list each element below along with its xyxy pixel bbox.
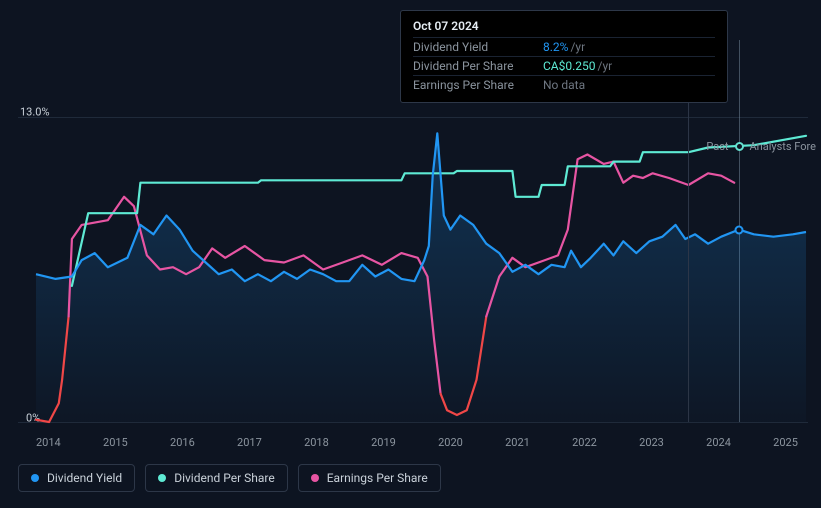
forecast-legend: Past Analysts Fore xyxy=(706,140,816,153)
tooltip-row-value: CA$0.250 xyxy=(543,59,596,73)
x-axis-tick: 2019 xyxy=(371,436,396,449)
legend-item-label: Earnings Per Share xyxy=(327,471,428,485)
x-axis-tick: 2015 xyxy=(103,436,128,449)
tooltip-row: Dividend Yield8.2%/yr xyxy=(413,37,715,56)
tooltip-row-unit: /yr xyxy=(570,40,585,54)
x-axis-tick: 2020 xyxy=(438,436,463,449)
legend-item[interactable]: Dividend Per Share xyxy=(145,464,288,492)
legend-dot-icon xyxy=(158,474,166,482)
legend-dot-icon xyxy=(311,474,319,482)
forecast-label: Analysts Fore xyxy=(750,140,817,153)
x-axis: 2014 2015 2016 2017 2018 2019 2020 2021 2022 2023… xyxy=(18,436,808,449)
tooltip-row-value: No data xyxy=(543,78,585,92)
tooltip-row-label: Dividend Yield xyxy=(413,40,543,54)
legend-item-label: Dividend Yield xyxy=(47,471,122,485)
tooltip-row: Earnings Per ShareNo data xyxy=(413,75,715,94)
x-axis-tick: 2014 xyxy=(36,436,61,449)
legend-dot-icon xyxy=(31,474,39,482)
tooltip-date: Oct 07 2024 xyxy=(413,19,715,33)
x-axis-tick: 2017 xyxy=(237,436,262,449)
past-label: Past xyxy=(706,140,728,153)
legend-item[interactable]: Dividend Yield xyxy=(18,464,135,492)
x-axis-tick: 2024 xyxy=(706,436,731,449)
legend-item[interactable]: Earnings Per Share xyxy=(298,464,441,492)
x-axis-tick: 2025 xyxy=(773,436,798,449)
x-axis-tick: 2016 xyxy=(170,436,195,449)
dividend-yield-area xyxy=(36,133,806,422)
tooltip-row: Dividend Per ShareCA$0.250/yr xyxy=(413,56,715,75)
x-axis-tick: 2021 xyxy=(505,436,530,449)
tooltip-row-label: Earnings Per Share xyxy=(413,78,543,92)
chart-legend: Dividend Yield Dividend Per Share Earnings… xyxy=(18,464,441,492)
x-axis-tick: 2023 xyxy=(639,436,664,449)
forecast-dot-icon xyxy=(735,142,744,151)
legend-item-label: Dividend Per Share xyxy=(174,471,275,485)
chart-tooltip: Oct 07 2024 Dividend Yield8.2%/yrDividen… xyxy=(400,10,728,103)
x-axis-tick: 2022 xyxy=(572,436,597,449)
current-value-marker xyxy=(734,225,743,234)
tooltip-row-value: 8.2% xyxy=(543,40,568,54)
tooltip-row-label: Dividend Per Share xyxy=(413,59,543,73)
tooltip-row-unit: /yr xyxy=(598,59,613,73)
x-axis-tick: 2018 xyxy=(304,436,329,449)
